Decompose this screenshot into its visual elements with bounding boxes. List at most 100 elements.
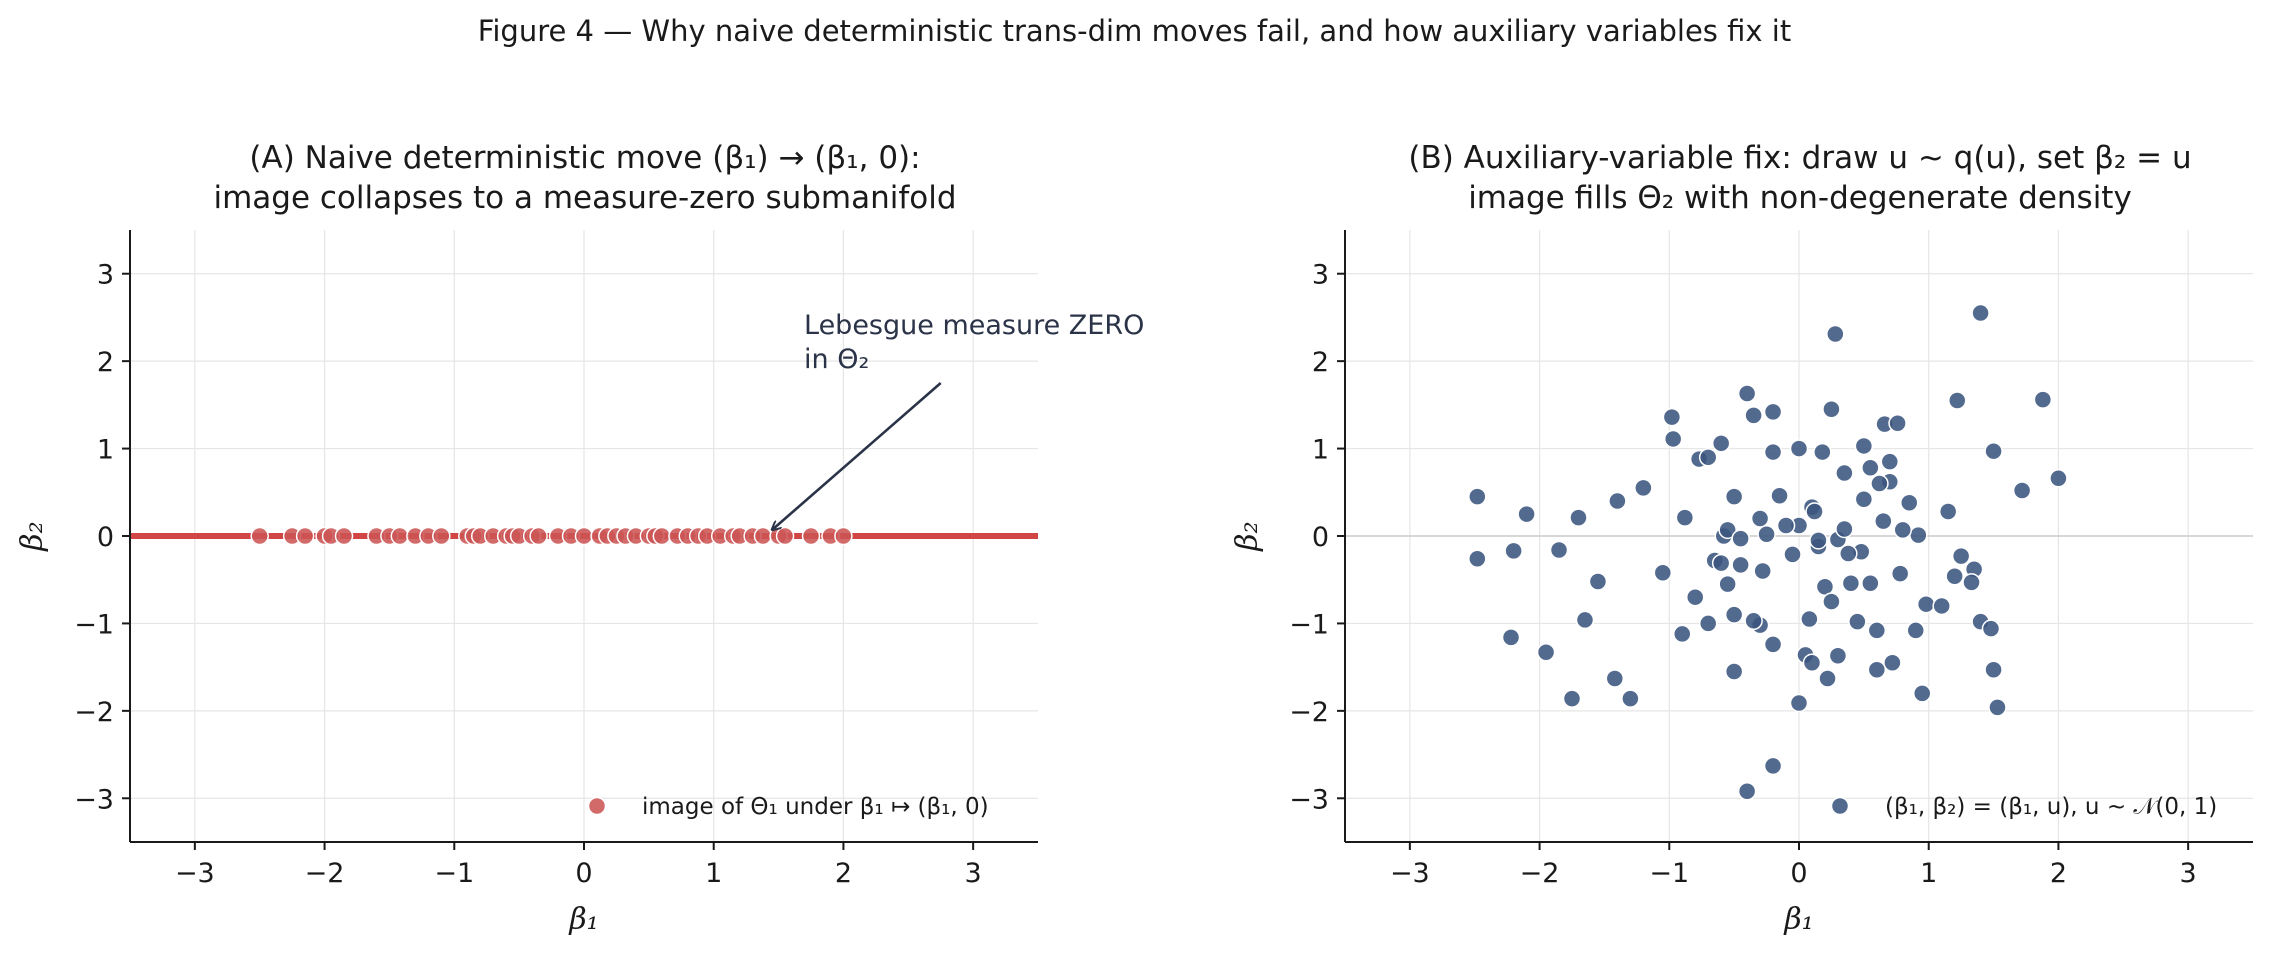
data-point bbox=[1883, 653, 1902, 673]
data-point bbox=[1763, 635, 1783, 654]
data-point bbox=[1711, 553, 1731, 573]
panel-b-title-line2: image fills Θ₂ with non-degenerate densi… bbox=[1468, 180, 2132, 216]
y-tick-label: −3 bbox=[74, 784, 114, 815]
data-point bbox=[1737, 782, 1757, 801]
data-point bbox=[1731, 529, 1750, 548]
panel-a-title-line1: (A) Naive deterministic move (β₁) → (β₁,… bbox=[249, 140, 921, 176]
data-point bbox=[1848, 612, 1867, 631]
data-point bbox=[1763, 402, 1783, 422]
data-point bbox=[1906, 621, 1925, 640]
data-point bbox=[1776, 516, 1796, 535]
y-tick-label: −2 bbox=[74, 697, 114, 728]
data-point bbox=[1854, 436, 1874, 456]
y-tick-label: 3 bbox=[1312, 260, 1329, 291]
data-point bbox=[1783, 545, 1802, 564]
data-point bbox=[1867, 621, 1887, 640]
x-tick-label: −1 bbox=[434, 858, 474, 889]
data-point bbox=[1770, 486, 1789, 506]
data-point bbox=[1988, 698, 2007, 717]
data-point bbox=[1818, 669, 1837, 688]
data-point bbox=[1805, 502, 1824, 521]
data-point bbox=[1663, 429, 1683, 449]
data-point bbox=[1724, 605, 1744, 624]
data-point bbox=[1653, 563, 1673, 582]
annotation-arrow bbox=[772, 382, 942, 530]
data-point bbox=[334, 526, 354, 546]
data-point bbox=[1789, 693, 1809, 713]
data-point bbox=[1828, 646, 1848, 666]
data-point bbox=[1673, 624, 1692, 644]
data-point bbox=[1900, 493, 1919, 513]
x-tick-label: 3 bbox=[2180, 858, 2197, 889]
data-point bbox=[1890, 564, 1910, 583]
data-point bbox=[1945, 566, 1964, 586]
x-tick-label: 1 bbox=[705, 858, 722, 889]
y-tick-label: 1 bbox=[97, 435, 114, 466]
data-point bbox=[1731, 555, 1750, 575]
y-tick-label: 2 bbox=[1312, 347, 1329, 378]
data-point bbox=[1835, 519, 1854, 539]
data-point bbox=[1698, 614, 1718, 633]
panel-a-plot: −3 −2 −1 0 1 2 3 −3 −2 −1 0 1 2 3 β₁ β₂ image of Θ₁ unde… bbox=[15, 230, 1144, 937]
legend-marker bbox=[587, 796, 607, 816]
data-point bbox=[1605, 669, 1625, 688]
y-tick-label: −3 bbox=[1289, 784, 1329, 815]
x-tick-label: 0 bbox=[1790, 858, 1807, 889]
y-tick-label: −1 bbox=[74, 609, 114, 640]
data-point bbox=[1711, 434, 1731, 453]
data-point bbox=[1621, 689, 1640, 708]
data-point bbox=[529, 526, 548, 546]
data-point bbox=[1753, 561, 1772, 581]
data-point bbox=[1608, 491, 1627, 511]
data-point bbox=[1874, 511, 1893, 531]
data-point bbox=[1948, 391, 1967, 410]
data-point bbox=[1835, 463, 1854, 483]
data-point bbox=[652, 526, 672, 546]
y-axis-label: β₂ bbox=[1230, 521, 1265, 551]
y-tick-label: 0 bbox=[97, 522, 114, 553]
data-point bbox=[1685, 587, 1705, 607]
y-tick-label: −2 bbox=[1289, 697, 1329, 728]
data-point bbox=[1870, 474, 1889, 493]
data-point bbox=[1504, 541, 1523, 561]
data-point bbox=[1822, 592, 1841, 611]
data-point bbox=[1984, 441, 2003, 461]
y-axis-label: β₂ bbox=[15, 521, 50, 551]
annotation-line2: in Θ₂ bbox=[804, 344, 869, 375]
data-point bbox=[1789, 439, 1809, 458]
data-point bbox=[1675, 508, 1695, 527]
x-tick-label: 1 bbox=[1920, 858, 1937, 889]
data-point bbox=[1932, 596, 1951, 616]
data-point bbox=[1634, 478, 1653, 498]
data-point bbox=[295, 526, 315, 546]
data-point bbox=[1839, 544, 1858, 563]
data-point bbox=[1826, 324, 1845, 344]
x-tick-label: −3 bbox=[175, 858, 215, 889]
x-tick-label: −1 bbox=[1649, 858, 1689, 889]
data-point bbox=[2049, 469, 2068, 488]
data-point bbox=[1854, 490, 1874, 509]
x-tick-label: 0 bbox=[575, 858, 592, 889]
y-tick-label: 2 bbox=[97, 347, 114, 378]
data-point bbox=[1763, 442, 1783, 462]
data-point bbox=[1662, 407, 1682, 427]
data-point bbox=[801, 526, 821, 546]
data-point bbox=[1569, 508, 1588, 527]
x-tick-label: −3 bbox=[1390, 858, 1430, 889]
data-point bbox=[1962, 573, 1981, 592]
data-point bbox=[1501, 628, 1521, 647]
data-point bbox=[1912, 684, 1932, 703]
panel-a-title: (A) Naive deterministic move (β₁) → (β₁,… bbox=[130, 138, 1040, 218]
data-point bbox=[1536, 643, 1556, 662]
legend-label: (β₁, β₂) = (β₁, u), u ~ 𝒩(0, 1) bbox=[1885, 794, 2217, 820]
data-point bbox=[1813, 442, 1832, 462]
x-tick-label: −2 bbox=[1520, 858, 1560, 889]
x-axis-label: β₁ bbox=[568, 902, 598, 937]
data-point bbox=[1861, 573, 1880, 593]
data-point bbox=[432, 526, 451, 546]
y-tick-label: 1 bbox=[1312, 435, 1329, 466]
legend-marker bbox=[1830, 796, 1850, 816]
data-point bbox=[1763, 756, 1783, 776]
panel-a-title-line2: image collapses to a measure-zero subman… bbox=[213, 180, 957, 216]
data-point bbox=[1800, 609, 1819, 629]
